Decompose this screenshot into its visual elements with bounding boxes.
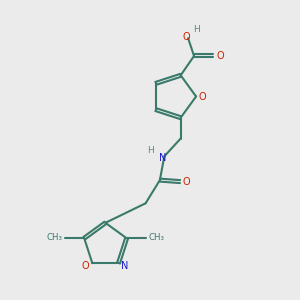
- Text: N: N: [159, 152, 167, 163]
- Text: O: O: [82, 261, 90, 271]
- Text: CH₃: CH₃: [46, 233, 62, 242]
- Text: O: O: [199, 92, 206, 101]
- Text: O: O: [183, 177, 190, 187]
- Text: O: O: [216, 51, 224, 61]
- Text: H: H: [193, 25, 200, 34]
- Text: O: O: [183, 32, 190, 42]
- Text: CH₃: CH₃: [148, 233, 164, 242]
- Text: H: H: [148, 146, 154, 155]
- Text: N: N: [122, 261, 129, 271]
